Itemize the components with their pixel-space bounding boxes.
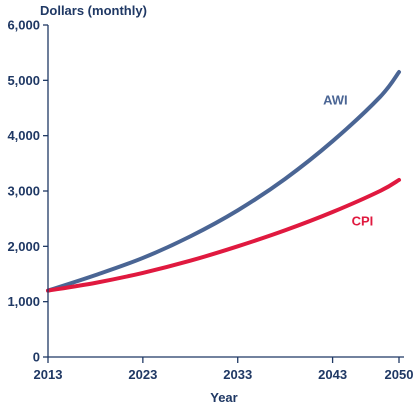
x-tick-label: 2023: [128, 367, 157, 382]
x-axis-label: Year: [210, 390, 237, 405]
y-tick-label: 4,000: [7, 128, 40, 143]
annotation-layer: AWI CPI: [323, 93, 373, 229]
y-tick-label: 5,000: [7, 73, 40, 88]
y-tick-label: 0: [33, 350, 40, 365]
series-line-cpi: [46, 177, 401, 293]
x-tick-label: 2050: [385, 367, 414, 382]
x-tick-label: 2043: [318, 367, 347, 382]
series-line-awi: [46, 70, 401, 293]
y-tick-label: 2,000: [7, 239, 40, 254]
y-tick-label: 1,000: [7, 294, 40, 309]
series-layer: [46, 70, 401, 293]
series-label-awi: AWI: [323, 93, 348, 108]
x-tick-label: 2013: [34, 367, 63, 382]
y-tick-label: 3,000: [7, 184, 40, 199]
x-tick-label: 2033: [223, 367, 252, 382]
y-tick-label: 6,000: [7, 18, 40, 33]
y-axis-label: Dollars (monthly): [40, 3, 147, 18]
series-label-cpi: CPI: [352, 213, 374, 228]
ticks-layer: 0 1,000 2,000 3,000 4,000 5,000 6,000 2013 2023 2…: [7, 18, 413, 383]
